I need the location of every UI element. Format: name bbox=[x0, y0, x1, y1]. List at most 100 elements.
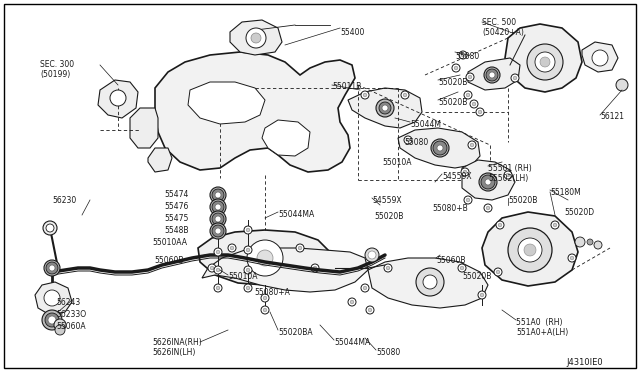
Circle shape bbox=[401, 91, 409, 99]
Circle shape bbox=[472, 102, 476, 106]
Circle shape bbox=[431, 139, 449, 157]
Circle shape bbox=[244, 266, 252, 274]
Circle shape bbox=[470, 100, 478, 108]
Polygon shape bbox=[582, 42, 618, 72]
Text: 56233O: 56233O bbox=[56, 310, 86, 319]
Circle shape bbox=[540, 57, 550, 67]
Text: 54559X: 54559X bbox=[442, 172, 472, 181]
Circle shape bbox=[496, 221, 504, 229]
Circle shape bbox=[506, 173, 510, 177]
Circle shape bbox=[210, 199, 226, 215]
Circle shape bbox=[49, 265, 55, 271]
Circle shape bbox=[350, 300, 354, 304]
Circle shape bbox=[246, 248, 250, 252]
Text: 55080: 55080 bbox=[455, 52, 479, 61]
Polygon shape bbox=[98, 80, 138, 118]
Circle shape bbox=[261, 294, 269, 302]
Circle shape bbox=[251, 33, 261, 43]
Polygon shape bbox=[230, 20, 282, 55]
Text: 55501 (RH)
55502(LH): 55501 (RH) 55502(LH) bbox=[488, 164, 532, 183]
Text: 55020B: 55020B bbox=[508, 196, 538, 205]
Text: 56243: 56243 bbox=[56, 298, 80, 307]
Circle shape bbox=[246, 286, 250, 290]
Text: 55180M: 55180M bbox=[550, 188, 580, 197]
Circle shape bbox=[215, 216, 221, 222]
Circle shape bbox=[570, 256, 574, 260]
Circle shape bbox=[458, 264, 466, 272]
Circle shape bbox=[216, 286, 220, 290]
Polygon shape bbox=[262, 120, 310, 156]
Circle shape bbox=[498, 223, 502, 227]
Circle shape bbox=[216, 250, 220, 254]
Circle shape bbox=[230, 246, 234, 250]
Text: 55020B: 55020B bbox=[438, 78, 467, 87]
Polygon shape bbox=[188, 82, 265, 124]
Circle shape bbox=[468, 141, 476, 149]
Circle shape bbox=[484, 67, 500, 83]
Circle shape bbox=[210, 187, 226, 203]
Text: J4310IE0: J4310IE0 bbox=[566, 358, 603, 367]
Circle shape bbox=[508, 228, 552, 272]
Polygon shape bbox=[462, 160, 515, 200]
Text: 55020B: 55020B bbox=[438, 98, 467, 107]
Text: 55044MA: 55044MA bbox=[334, 338, 371, 347]
Circle shape bbox=[365, 248, 379, 262]
Circle shape bbox=[568, 254, 576, 262]
Text: 55080+A: 55080+A bbox=[254, 288, 290, 297]
Circle shape bbox=[48, 316, 56, 324]
Circle shape bbox=[210, 266, 214, 270]
Circle shape bbox=[406, 138, 410, 142]
Circle shape bbox=[361, 284, 369, 292]
Circle shape bbox=[416, 268, 444, 296]
Circle shape bbox=[452, 64, 460, 72]
Circle shape bbox=[504, 171, 512, 179]
Polygon shape bbox=[130, 108, 158, 148]
Circle shape bbox=[485, 179, 491, 185]
Circle shape bbox=[348, 298, 356, 306]
Circle shape bbox=[215, 192, 221, 198]
Circle shape bbox=[364, 286, 367, 290]
Circle shape bbox=[261, 306, 269, 314]
Text: 55020BA: 55020BA bbox=[278, 328, 312, 337]
Circle shape bbox=[616, 79, 628, 91]
Text: SEC. 300
(50199): SEC. 300 (50199) bbox=[40, 60, 74, 79]
Text: 55020B: 55020B bbox=[462, 272, 492, 281]
Circle shape bbox=[464, 196, 472, 204]
Text: 55400: 55400 bbox=[340, 28, 364, 37]
Polygon shape bbox=[148, 148, 172, 172]
Circle shape bbox=[384, 264, 392, 272]
Circle shape bbox=[214, 284, 222, 292]
Text: 55020D: 55020D bbox=[564, 208, 594, 217]
Circle shape bbox=[46, 224, 54, 232]
Circle shape bbox=[484, 204, 492, 212]
Circle shape bbox=[466, 93, 470, 97]
Circle shape bbox=[496, 270, 500, 274]
Polygon shape bbox=[348, 88, 422, 128]
Circle shape bbox=[212, 225, 224, 237]
Circle shape bbox=[212, 189, 224, 201]
Circle shape bbox=[513, 76, 517, 80]
Circle shape bbox=[433, 141, 447, 155]
Circle shape bbox=[379, 102, 391, 114]
Circle shape bbox=[587, 239, 593, 245]
Circle shape bbox=[246, 28, 266, 48]
Text: 55474: 55474 bbox=[164, 190, 188, 199]
Circle shape bbox=[44, 290, 60, 306]
Polygon shape bbox=[155, 52, 355, 172]
Polygon shape bbox=[482, 212, 578, 286]
Circle shape bbox=[466, 198, 470, 202]
Circle shape bbox=[386, 266, 390, 270]
Circle shape bbox=[214, 248, 222, 256]
Circle shape bbox=[54, 319, 66, 331]
Circle shape bbox=[486, 206, 490, 210]
Text: 56121: 56121 bbox=[600, 112, 624, 121]
Circle shape bbox=[463, 170, 467, 174]
Circle shape bbox=[228, 244, 236, 252]
Circle shape bbox=[214, 266, 222, 274]
Text: 55020B: 55020B bbox=[374, 212, 403, 221]
Circle shape bbox=[454, 66, 458, 70]
Circle shape bbox=[208, 264, 216, 272]
Circle shape bbox=[460, 266, 464, 270]
Circle shape bbox=[212, 201, 224, 213]
Circle shape bbox=[486, 69, 498, 81]
